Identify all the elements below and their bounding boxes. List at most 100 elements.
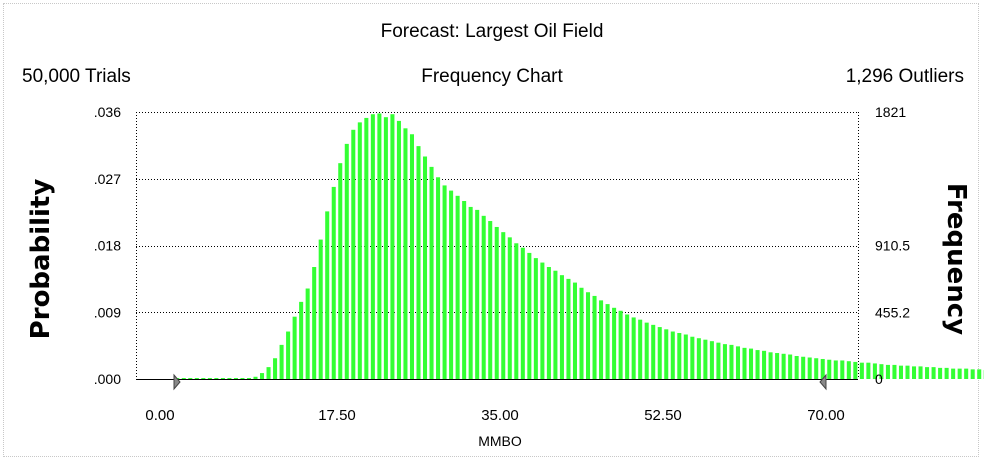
histogram-bar <box>846 361 851 379</box>
histogram-bar <box>409 134 414 379</box>
histogram-bar <box>227 378 232 379</box>
histogram-bar <box>879 364 884 379</box>
histogram-bar <box>481 215 486 379</box>
histogram-bar <box>318 239 323 379</box>
histogram-bar <box>188 378 193 379</box>
histogram-bar <box>742 347 747 379</box>
histogram-bar <box>944 367 949 380</box>
x-tick-label: 35.00 <box>481 407 519 424</box>
histogram-bar <box>853 361 858 379</box>
histogram-bar <box>644 322 649 379</box>
histogram-bar <box>455 195 460 379</box>
y-tick-label-left: .018 <box>94 238 121 254</box>
histogram-bar <box>866 362 871 379</box>
histogram-bar <box>781 353 786 379</box>
chart-title: Forecast: Largest Oil Field <box>380 21 604 42</box>
lower-certainty-marker[interactable] <box>173 373 181 391</box>
histogram-bar <box>612 307 617 379</box>
x-tick-label: 17.50 <box>318 407 356 424</box>
histogram-bar <box>775 353 780 379</box>
upper-certainty-marker[interactable] <box>819 373 827 391</box>
histogram-bar <box>755 350 760 379</box>
chart-frame <box>3 3 979 457</box>
histogram-bar <box>520 247 525 379</box>
histogram-bar <box>429 166 434 379</box>
histogram-bar <box>383 117 388 379</box>
histogram-bar <box>625 314 630 379</box>
histogram-bar <box>344 143 349 379</box>
histogram-bar <box>338 163 343 379</box>
histogram-bar <box>566 278 571 380</box>
histogram-bar <box>970 369 975 379</box>
histogram-bar <box>618 310 623 379</box>
histogram-bar <box>488 221 493 379</box>
histogram-bar <box>449 190 454 379</box>
histogram-bar <box>253 376 258 379</box>
histogram-bar <box>683 334 688 379</box>
x-tick-label: 70.00 <box>807 407 845 424</box>
histogram-bar <box>918 366 923 379</box>
histogram-bar <box>892 364 897 379</box>
histogram-bar <box>690 336 695 379</box>
histogram-bar <box>749 348 754 379</box>
trials-count: 50,000 Trials <box>22 66 131 87</box>
tick-labels: .000 .009 .018 .027 .036 0 455.2 910.5 1821 0.00 1… <box>94 104 910 449</box>
histogram-bar <box>273 358 278 379</box>
histogram-bar <box>553 270 558 379</box>
y-tick-label-left: .027 <box>94 171 121 187</box>
histogram-bar <box>722 344 727 379</box>
histogram-bar <box>403 128 408 379</box>
histogram-bar <box>325 211 330 379</box>
histogram-bar <box>507 237 512 379</box>
histogram-bar <box>670 331 675 379</box>
histogram-bar <box>912 366 917 379</box>
histogram-bar <box>631 317 636 379</box>
histogram-bar <box>299 301 304 379</box>
histogram-bar <box>664 329 669 379</box>
histogram-bar <box>885 364 890 379</box>
histogram-bar <box>807 357 812 379</box>
axes <box>136 112 859 391</box>
x-axis-label: MMBO <box>478 433 522 449</box>
histogram-bar <box>592 295 597 379</box>
histogram-bar <box>390 114 395 379</box>
histogram-bar <box>351 129 356 379</box>
histogram-bar <box>207 378 212 379</box>
histogram-bar <box>357 122 362 379</box>
histogram-bar <box>312 267 317 379</box>
histogram-bar <box>964 368 969 379</box>
histogram-bar <box>762 350 767 379</box>
histogram-bar <box>462 201 467 379</box>
histogram-bar <box>559 275 564 379</box>
histogram-bar <box>586 292 591 379</box>
histogram-bar <box>657 327 662 379</box>
histogram-bar <box>859 362 864 379</box>
histogram-bar <box>840 360 845 379</box>
histogram-bar <box>240 378 245 379</box>
histogram-bar <box>638 319 643 379</box>
histogram-bar <box>279 344 284 379</box>
histogram-bar <box>527 252 532 379</box>
histogram-bar <box>533 258 538 379</box>
histogram-bar <box>260 373 265 379</box>
histogram-bar <box>475 209 480 379</box>
histogram-bar <box>331 186 336 379</box>
y-tick-label-right: 0 <box>875 371 883 387</box>
histogram-bar <box>572 282 577 379</box>
histogram-bar <box>266 367 271 379</box>
histogram-bar <box>801 356 806 379</box>
histogram-bar <box>599 300 604 379</box>
histogram-bar <box>925 367 930 379</box>
y-tick-label-right: 455.2 <box>875 304 910 320</box>
histogram-bars <box>175 113 984 380</box>
histogram-bar <box>416 146 421 379</box>
histogram-bar <box>396 120 401 380</box>
histogram-bar <box>794 356 799 379</box>
y-tick-label-left: .000 <box>94 371 121 387</box>
histogram-bar <box>194 378 199 379</box>
histogram-bar <box>364 117 369 380</box>
histogram-bar <box>468 206 473 379</box>
histogram-bar <box>905 365 910 379</box>
histogram-bar <box>370 114 375 379</box>
histogram-bar <box>233 378 238 379</box>
